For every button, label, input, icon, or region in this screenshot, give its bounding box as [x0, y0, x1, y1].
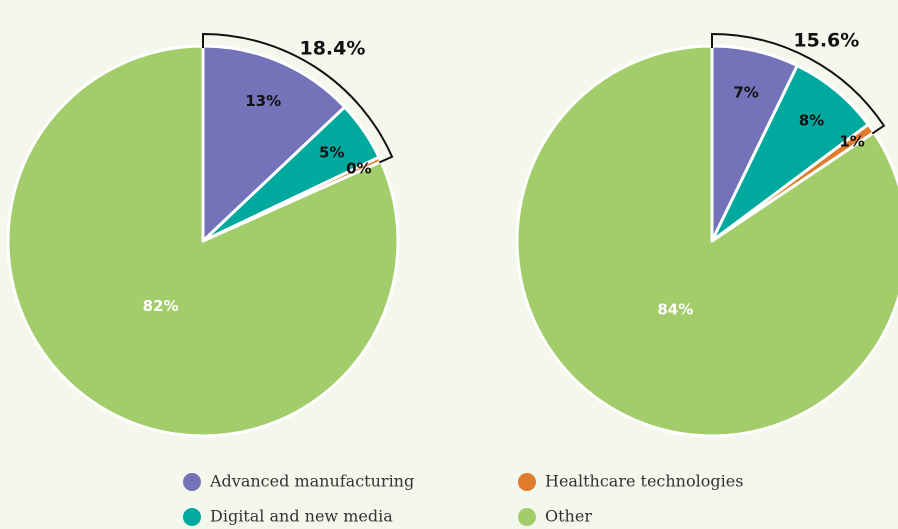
pie-slice [710, 64, 870, 243]
legend-swatch [183, 508, 201, 526]
pie-slice [515, 44, 898, 438]
slice-label: 0% [346, 160, 371, 178]
slice-label: 5% [319, 143, 344, 161]
legend-swatch [518, 473, 536, 491]
slice-label: 8% [799, 111, 824, 129]
slice-label: 82% [143, 297, 179, 315]
legend-label: Digital and new media [210, 507, 393, 526]
slice-label: 84% [657, 300, 693, 318]
legend-label: Other [545, 507, 592, 526]
total-label: 15.6% [793, 30, 859, 52]
pie-slice [201, 44, 347, 243]
legend-label: Healthcare technologies [545, 472, 743, 491]
slice-label: 1% [839, 132, 864, 150]
pie-slice [6, 44, 400, 438]
slice-label: 13% [245, 92, 281, 110]
legend-label: Advanced manufacturing [209, 472, 414, 491]
legend-swatch [518, 508, 536, 526]
bracket [202, 32, 394, 164]
bracket [711, 32, 886, 135]
total-label: 18.4% [299, 38, 365, 60]
legend-swatch [183, 473, 201, 491]
slice-label: 7% [733, 83, 758, 101]
